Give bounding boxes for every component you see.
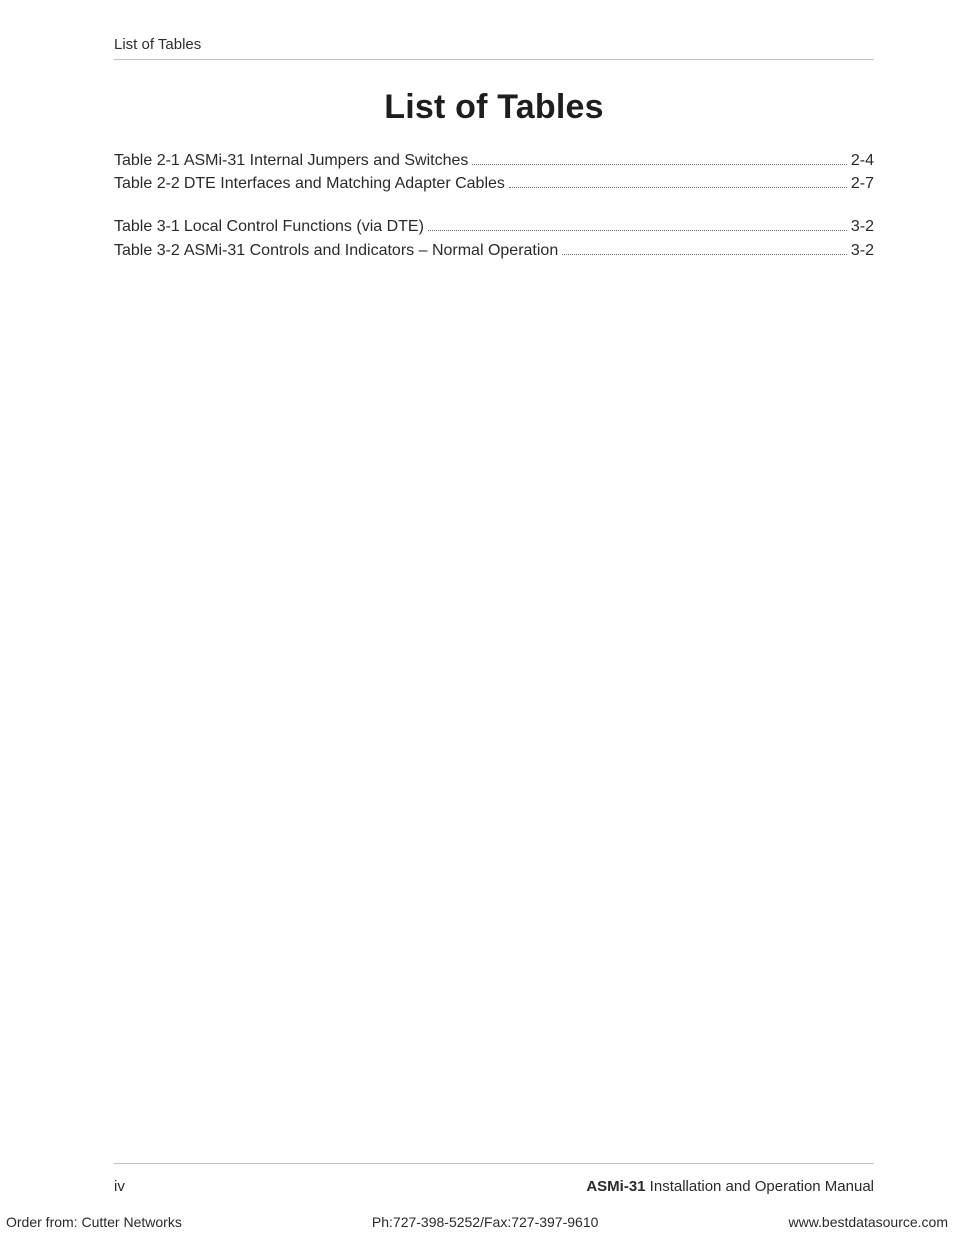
toc-entry-page: 3-2: [851, 215, 874, 238]
page-title: List of Tables: [114, 88, 874, 127]
toc-group: Table 2-1ASMi-31 Internal Jumpers and Sw…: [114, 149, 874, 195]
toc-leader-dots: [472, 154, 846, 165]
toc-entry-desc: Local Control Functions (via DTE): [184, 215, 424, 238]
toc-entry: Table 2-2DTE Interfaces and Matching Ada…: [114, 172, 874, 195]
toc-entry-label: Table 3-1: [114, 215, 180, 238]
list-of-tables: Table 2-1ASMi-31 Internal Jumpers and Sw…: [114, 149, 874, 262]
product-name: ASMi-31: [586, 1178, 645, 1195]
toc-entry-label: Table 2-1: [114, 149, 180, 172]
toc-leader-dots: [428, 220, 847, 231]
toc-leader-dots: [562, 243, 847, 254]
toc-group: Table 3-1Local Control Functions (via DT…: [114, 215, 874, 261]
toc-entry-label: Table 3-2: [114, 239, 180, 262]
page-content: List of Tables List of Tables Table 2-1A…: [114, 36, 874, 282]
footer-inner: iv ASMi-31 Installation and Operation Ma…: [114, 1163, 874, 1195]
toc-entry-desc: DTE Interfaces and Matching Adapter Cabl…: [184, 172, 505, 195]
toc-entry-page: 2-7: [851, 172, 874, 195]
toc-entry: Table 2-1ASMi-31 Internal Jumpers and Sw…: [114, 149, 874, 172]
toc-entry-desc: ASMi-31 Internal Jumpers and Switches: [184, 149, 469, 172]
toc-entry-page: 2-4: [851, 149, 874, 172]
toc-entry-page: 3-2: [851, 239, 874, 262]
order-from: Order from: Cutter Networks: [6, 1214, 182, 1230]
page-number: iv: [114, 1178, 125, 1195]
toc-entry-label: Table 2-2: [114, 172, 180, 195]
toc-leader-dots: [509, 177, 847, 188]
toc-entry: Table 3-2ASMi-31 Controls and Indicators…: [114, 239, 874, 262]
phone-fax: Ph:727-398-5252/Fax:727-397-9610: [372, 1214, 599, 1230]
manual-suffix: Installation and Operation Manual: [646, 1178, 874, 1195]
running-head: List of Tables: [114, 36, 874, 60]
website: www.bestdatasource.com: [788, 1214, 948, 1230]
toc-entry: Table 3-1Local Control Functions (via DT…: [114, 215, 874, 238]
toc-entry-desc: ASMi-31 Controls and Indicators – Normal…: [184, 239, 558, 262]
manual-title: ASMi-31 Installation and Operation Manua…: [586, 1178, 874, 1195]
footer-outer: Order from: Cutter Networks Ph:727-398-5…: [0, 1214, 954, 1230]
